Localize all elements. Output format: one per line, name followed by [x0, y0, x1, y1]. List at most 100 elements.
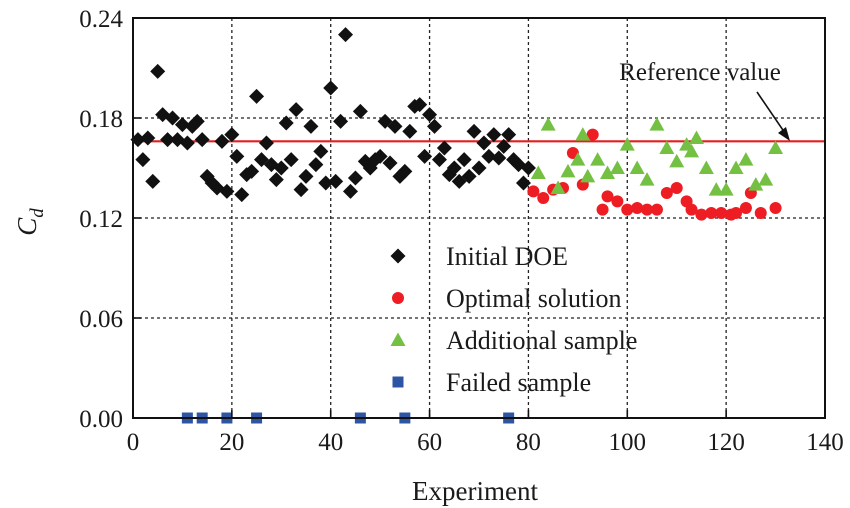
- point-initial-doe: [273, 160, 289, 176]
- point-optimal-solution: [754, 207, 767, 219]
- point-additional-sample: [738, 152, 754, 166]
- point-optimal-solution: [601, 190, 614, 203]
- point-initial-doe: [333, 113, 349, 129]
- point-optimal-solution: [621, 203, 634, 216]
- point-optimal-solution: [769, 202, 782, 214]
- point-initial-doe: [431, 152, 447, 168]
- x-tick-label: 100: [609, 429, 647, 456]
- point-optimal-solution: [685, 203, 698, 216]
- legend-marker-optimal-solution: [392, 292, 404, 304]
- point-optimal-solution: [537, 192, 550, 204]
- point-initial-doe: [268, 172, 284, 188]
- point-additional-sample: [600, 165, 616, 179]
- point-additional-sample: [748, 177, 764, 191]
- point-initial-doe: [194, 132, 210, 148]
- point-initial-doe: [229, 148, 245, 164]
- point-initial-doe: [501, 127, 517, 143]
- point-optimal-solution: [641, 203, 654, 216]
- point-additional-sample: [639, 172, 655, 186]
- point-optimal-solution: [527, 185, 540, 198]
- point-initial-doe: [417, 148, 433, 164]
- point-initial-doe: [387, 118, 403, 134]
- point-optimal-solution: [730, 207, 743, 219]
- point-initial-doe: [338, 27, 354, 43]
- point-initial-doe: [461, 168, 477, 184]
- point-initial-doe: [145, 173, 161, 189]
- point-additional-sample: [669, 153, 685, 168]
- point-initial-doe: [298, 168, 314, 184]
- legend-marker-additional-sample: [390, 332, 406, 346]
- point-additional-sample: [758, 172, 774, 186]
- x-tick-label: 20: [219, 429, 244, 456]
- x-tick-label: 60: [417, 429, 442, 456]
- point-optimal-solution: [715, 207, 728, 219]
- point-initial-doe: [486, 127, 502, 143]
- point-additional-sample: [570, 152, 586, 166]
- point-initial-doe: [293, 182, 309, 198]
- y-axis-title-sub: d: [27, 208, 48, 218]
- point-initial-doe: [283, 152, 299, 168]
- point-optimal-solution: [611, 195, 624, 208]
- point-initial-doe: [318, 175, 334, 191]
- point-initial-doe: [249, 88, 265, 104]
- point-additional-sample: [580, 168, 596, 183]
- legend: Initial DOE Optimal solution Additional sa…: [390, 242, 637, 397]
- point-optimal-solution: [695, 208, 708, 221]
- x-tick-label: 80: [516, 429, 541, 456]
- point-additional-sample: [718, 182, 734, 196]
- point-additional-sample: [659, 140, 675, 154]
- point-additional-sample: [560, 163, 576, 178]
- point-optimal-solution: [660, 187, 673, 199]
- reference-annotation: Reference value: [619, 59, 781, 86]
- point-initial-doe: [179, 135, 195, 151]
- point-additional-sample: [768, 140, 784, 154]
- point-initial-doe: [323, 80, 339, 96]
- point-additional-sample: [619, 137, 635, 151]
- point-additional-sample: [609, 160, 625, 174]
- point-additional-sample: [530, 165, 546, 179]
- legend-label-failed-sample: Failed sample: [446, 368, 591, 397]
- point-additional-sample: [728, 160, 744, 174]
- point-initial-doe: [150, 63, 166, 79]
- axis-ticks: 0 20 40 60 80 100 120 140 0.00 0.06 0.12 0.18 0.24: [79, 6, 844, 456]
- point-initial-doe: [174, 117, 190, 133]
- point-initial-doe: [189, 113, 205, 129]
- x-tick-label: 0: [127, 429, 140, 456]
- point-initial-doe: [130, 132, 146, 148]
- point-initial-doe: [224, 127, 240, 143]
- point-initial-doe: [328, 173, 344, 189]
- point-additional-sample: [550, 180, 566, 194]
- point-initial-doe: [219, 183, 235, 199]
- point-initial-doe: [481, 148, 497, 164]
- point-initial-doe: [214, 133, 230, 149]
- point-initial-doe: [412, 97, 428, 113]
- point-additional-sample: [575, 127, 591, 141]
- point-initial-doe: [347, 170, 363, 186]
- point-initial-doe: [382, 155, 398, 171]
- legend-marker-failed-sample: [392, 376, 404, 388]
- point-initial-doe: [446, 160, 462, 176]
- point-optimal-solution: [631, 202, 644, 214]
- point-initial-doe: [372, 148, 388, 164]
- point-initial-doe: [165, 110, 181, 126]
- point-initial-doe: [278, 115, 294, 131]
- point-initial-doe: [436, 140, 452, 156]
- point-optimal-solution: [650, 203, 663, 216]
- point-initial-doe: [303, 118, 319, 134]
- y-tick-label: 0.06: [79, 306, 123, 333]
- point-initial-doe: [491, 150, 507, 166]
- x-tick-label: 40: [318, 429, 343, 456]
- point-optimal-solution: [739, 202, 752, 214]
- legend-label-additional-sample: Additional sample: [446, 326, 637, 355]
- x-tick-label: 140: [806, 429, 844, 456]
- point-initial-doe: [288, 102, 304, 118]
- reference-arrow: [756, 91, 788, 137]
- x-axis-title: Experiment: [412, 476, 538, 506]
- point-initial-doe: [313, 143, 329, 159]
- point-optimal-solution: [596, 203, 609, 216]
- legend-label-initial-doe: Initial DOE: [446, 242, 568, 271]
- point-initial-doe: [397, 163, 413, 179]
- point-initial-doe: [140, 130, 156, 146]
- point-additional-sample: [708, 182, 724, 196]
